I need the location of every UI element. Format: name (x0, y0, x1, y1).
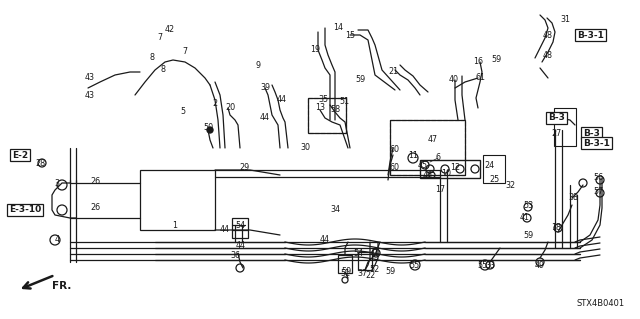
Text: 35: 35 (318, 95, 328, 105)
Text: 11: 11 (408, 151, 418, 160)
Text: 19: 19 (310, 46, 320, 55)
Text: 60: 60 (390, 145, 400, 154)
Text: B-3: B-3 (548, 114, 565, 122)
Text: 43: 43 (85, 73, 95, 83)
Text: 52: 52 (370, 265, 380, 275)
Bar (420, 160, 480, 178)
Text: 21: 21 (388, 66, 398, 76)
Text: 44: 44 (260, 114, 270, 122)
Text: STX4B0401: STX4B0401 (577, 299, 625, 308)
Text: E-3-10: E-3-10 (9, 205, 41, 214)
Text: 12: 12 (450, 164, 460, 173)
Text: 36: 36 (230, 250, 240, 259)
Bar (358, 252, 372, 270)
Text: 29: 29 (240, 164, 250, 173)
Text: 40: 40 (449, 76, 459, 85)
Text: 51: 51 (339, 98, 349, 107)
Text: 42: 42 (165, 26, 175, 34)
Text: 25: 25 (489, 175, 499, 184)
Bar (140, 170, 215, 230)
Text: 50: 50 (203, 123, 213, 132)
Bar (338, 255, 352, 273)
Text: 59: 59 (355, 76, 365, 85)
Text: 45: 45 (418, 160, 428, 169)
Text: 59: 59 (523, 231, 533, 240)
Bar (554, 108, 576, 146)
Text: 8: 8 (161, 64, 166, 73)
Text: 41: 41 (520, 213, 530, 222)
Text: 22: 22 (365, 271, 375, 279)
Text: 44: 44 (236, 241, 246, 249)
Text: 24: 24 (484, 160, 494, 169)
Bar (390, 120, 465, 175)
Text: 9: 9 (255, 62, 260, 70)
Bar (390, 120, 465, 175)
Text: 59: 59 (341, 268, 351, 277)
Text: 59: 59 (491, 56, 501, 64)
Text: 39: 39 (260, 84, 270, 93)
Text: 16: 16 (473, 57, 483, 66)
Circle shape (207, 127, 213, 133)
Text: B-3-1: B-3-1 (577, 31, 604, 40)
Text: 3: 3 (54, 179, 60, 188)
Bar (308, 98, 346, 133)
Text: 31: 31 (560, 16, 570, 25)
Text: 57: 57 (593, 188, 603, 197)
Text: 55: 55 (477, 261, 487, 270)
Text: 1: 1 (173, 220, 177, 229)
Text: 53: 53 (523, 201, 533, 210)
Text: 26: 26 (90, 177, 100, 187)
Text: 56: 56 (593, 174, 603, 182)
Text: 18: 18 (551, 224, 561, 233)
Bar (232, 218, 248, 238)
Text: 17: 17 (435, 186, 445, 195)
Text: 32: 32 (505, 181, 515, 189)
Text: 37: 37 (357, 270, 367, 278)
Text: 20: 20 (225, 103, 235, 113)
Text: B-3-1: B-3-1 (583, 138, 610, 147)
Text: 38: 38 (568, 192, 578, 202)
Text: 14: 14 (333, 24, 343, 33)
Text: 47: 47 (428, 136, 438, 145)
Text: 49: 49 (535, 261, 545, 270)
Bar (308, 98, 346, 133)
Text: 51: 51 (340, 269, 350, 278)
Text: 23: 23 (550, 114, 560, 122)
Text: 54: 54 (353, 249, 363, 258)
Text: 15: 15 (345, 31, 355, 40)
Text: 10: 10 (441, 168, 451, 177)
Text: 46: 46 (423, 170, 433, 180)
Bar (483, 155, 505, 183)
Text: 54: 54 (235, 220, 245, 229)
Text: 43: 43 (85, 91, 95, 100)
Text: 41: 41 (370, 249, 380, 257)
Text: 48: 48 (543, 31, 553, 40)
Text: 59: 59 (385, 268, 395, 277)
Text: 5: 5 (180, 107, 186, 115)
Text: 2: 2 (212, 99, 218, 108)
Text: 27: 27 (551, 129, 561, 137)
Text: 6: 6 (435, 153, 440, 162)
Text: 28: 28 (35, 159, 45, 167)
Text: 7: 7 (182, 48, 188, 56)
Text: 58: 58 (330, 106, 340, 115)
Text: 7: 7 (157, 33, 163, 42)
Text: 34: 34 (330, 205, 340, 214)
Text: 61: 61 (475, 73, 485, 83)
Text: 44: 44 (220, 226, 230, 234)
Text: 44: 44 (277, 95, 287, 105)
Text: FR.: FR. (52, 281, 72, 291)
Text: B-3: B-3 (583, 129, 600, 137)
Text: 8: 8 (150, 54, 154, 63)
Text: 33: 33 (485, 261, 495, 270)
Text: 26: 26 (90, 204, 100, 212)
Text: 44: 44 (320, 235, 330, 244)
Text: 60: 60 (390, 164, 400, 173)
Text: E-2: E-2 (12, 151, 28, 160)
Text: 55: 55 (409, 261, 419, 270)
Text: 4: 4 (54, 235, 60, 244)
Text: 30: 30 (300, 144, 310, 152)
Text: 13: 13 (315, 102, 325, 112)
Text: 48: 48 (543, 50, 553, 60)
